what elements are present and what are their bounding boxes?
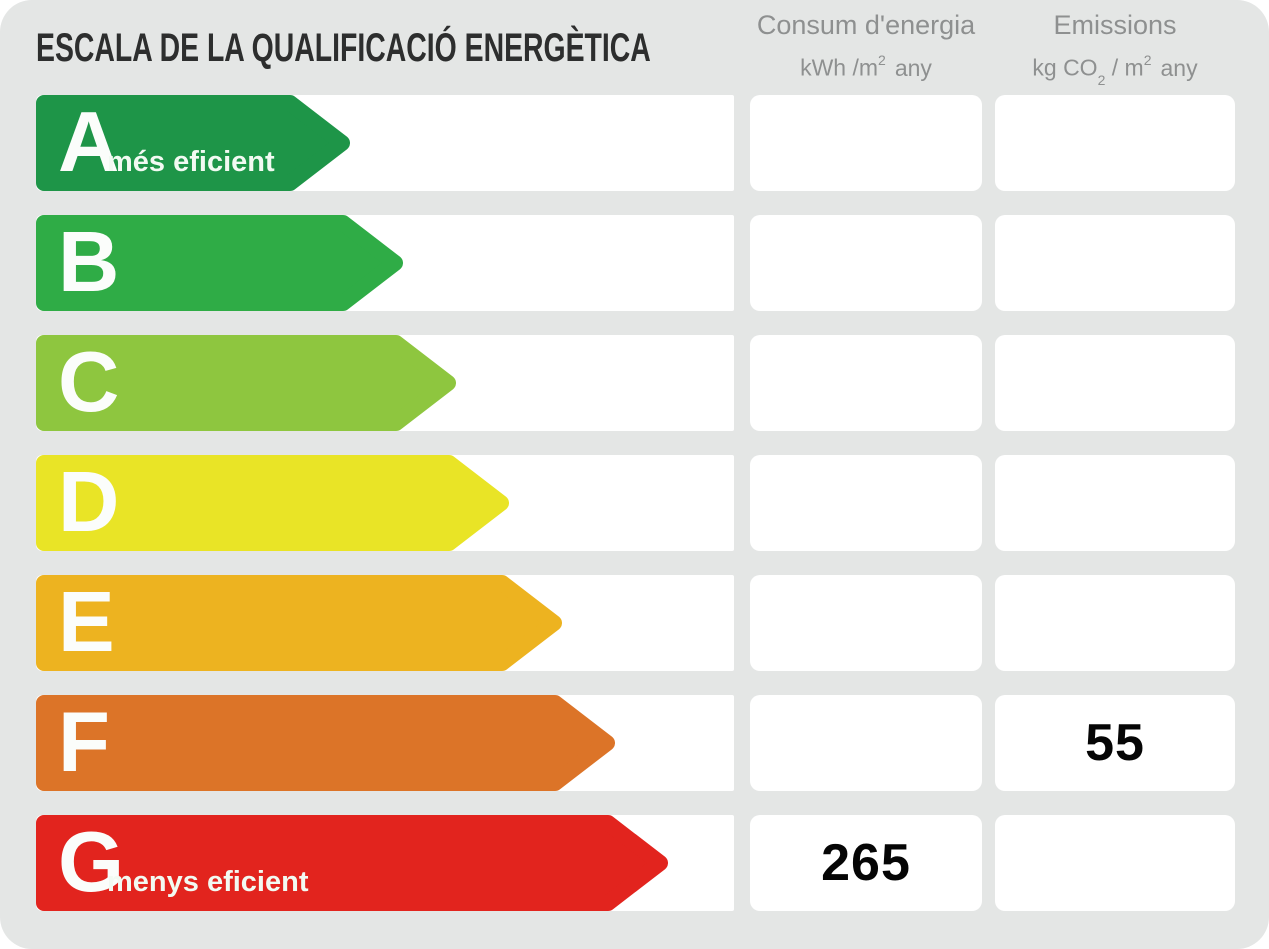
rating-letter-A: A	[58, 95, 120, 190]
rating-letter-F: F	[58, 695, 110, 790]
rating-letter-D: D	[58, 455, 120, 550]
consum-cell-C	[750, 335, 982, 431]
emissions-cell-C	[995, 335, 1235, 431]
consum-cell-A	[750, 95, 982, 191]
efficiency-note: més eficient	[107, 146, 275, 178]
emissions-cell-B	[995, 215, 1235, 311]
consum-cell-F	[750, 695, 982, 791]
consum-cell-D	[750, 455, 982, 551]
consum-cell-B	[750, 215, 982, 311]
scale-row-C: C	[0, 335, 1269, 431]
column-header-consum: Consum d'energia kWh /m2 any	[750, 10, 982, 81]
consum-value: 265	[821, 834, 911, 892]
emissions-column-label: Emissions	[1053, 10, 1177, 40]
rating-arrow-D	[36, 455, 509, 551]
emissions-value: 55	[1085, 714, 1145, 772]
rating-arrow-G	[36, 815, 668, 911]
rating-letter-E: E	[58, 575, 115, 670]
efficiency-note: menys eficient	[107, 866, 309, 898]
page-title: ESCALA DE LA QUALIFICACIÓ ENERGÈTICA	[36, 26, 651, 70]
rating-arrow-E	[36, 575, 562, 671]
emissions-cell-D	[995, 455, 1235, 551]
rating-arrow-A	[36, 95, 350, 191]
rating-arrow-B	[36, 215, 403, 311]
scale-row-B: B	[0, 215, 1269, 311]
scale-row-E: E	[0, 575, 1269, 671]
scale-row-F: 55 F	[0, 695, 1269, 791]
emissions-cell-F: 55	[995, 695, 1235, 791]
column-header-emissions: Emissions kg CO2 / m2 any	[995, 10, 1235, 89]
emissions-cell-E	[995, 575, 1235, 671]
consum-cell-E	[750, 575, 982, 671]
emissions-column-unit: kg CO2 / m2 any	[1032, 52, 1198, 89]
scale-row-D: D	[0, 455, 1269, 551]
emissions-cell-G	[995, 815, 1235, 911]
rating-letter-G: G	[58, 815, 125, 910]
emissions-cell-A	[995, 95, 1235, 191]
consum-column-label: Consum d'energia	[756, 10, 976, 40]
rating-letter-B: B	[58, 215, 120, 310]
consum-cell-G: 265	[750, 815, 982, 911]
consum-column-unit: kWh /m2 any	[800, 52, 932, 81]
rating-arrow-C	[36, 335, 456, 431]
rating-arrow-F	[36, 695, 615, 791]
rating-letter-C: C	[58, 335, 120, 430]
